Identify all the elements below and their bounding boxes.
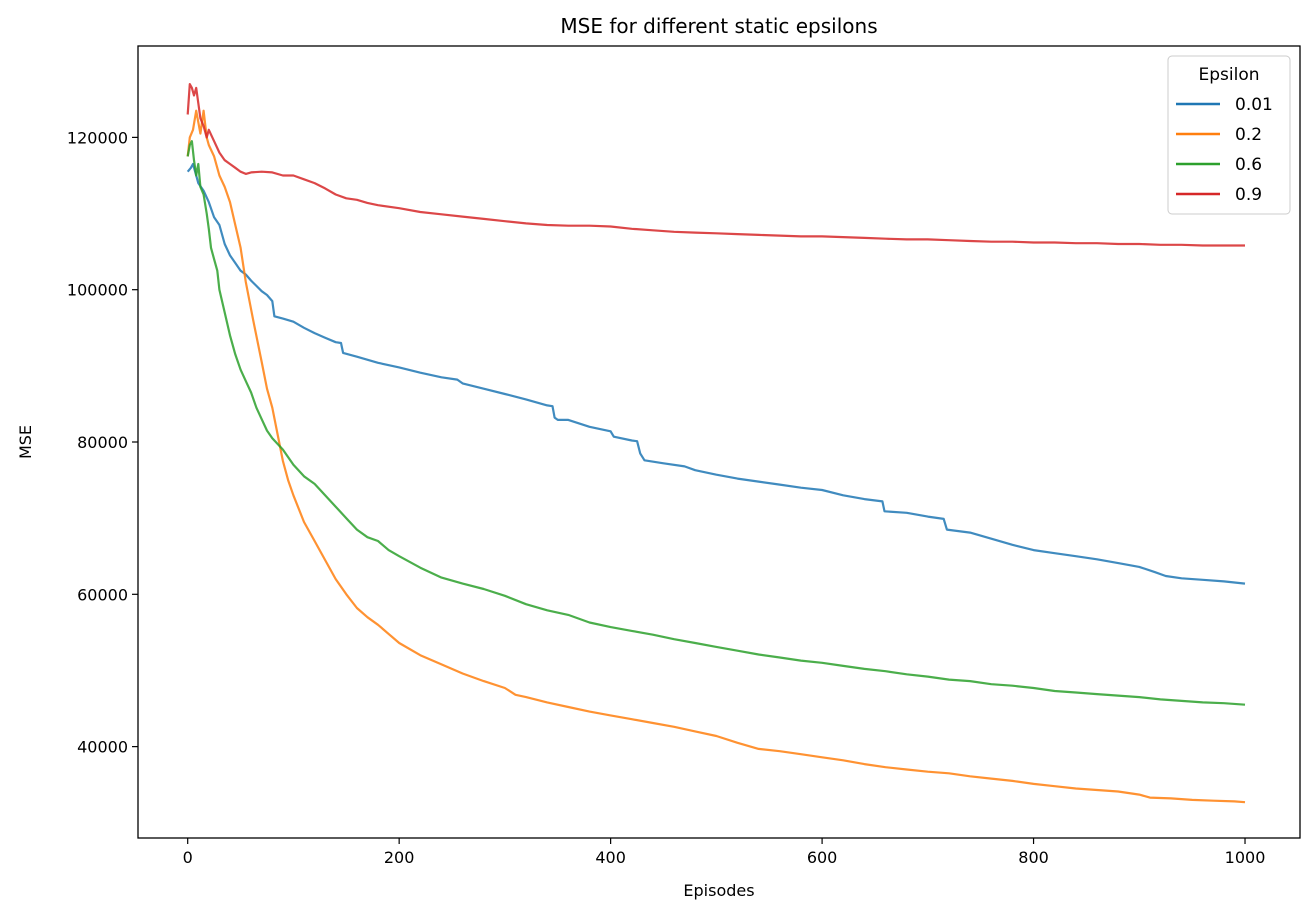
x-tick-label-4: 800 [1018,848,1049,867]
series-line-2 [186,140,1246,706]
y-axis-ticks: 40000 60000 80000 100000 120000 [67,128,138,757]
series-line-3 [186,83,1245,247]
y-tick-label-2: 80000 [77,433,128,452]
series-line-0 [186,162,1246,585]
y-axis-label: MSE [16,425,35,459]
legend-box [1167,55,1291,215]
legend: Epsilon 0.01 0.2 0.6 0.9 [1167,55,1291,215]
series-lines [186,83,1246,804]
legend-label-2: 0.6 [1235,155,1262,175]
x-tick-label-0: 0 [183,848,193,867]
x-axis-label: Episodes [683,881,754,900]
y-tick-label-0: 40000 [77,738,128,757]
x-tick-label-1: 200 [384,848,415,867]
y-tick-label-3: 100000 [67,281,128,300]
y-tick-label-4: 120000 [67,128,128,147]
x-tick-label-2: 400 [595,848,626,867]
y-tick-label-1: 60000 [77,585,128,604]
legend-label-3: 0.9 [1235,185,1262,205]
legend-title: Epsilon [1198,65,1259,85]
chart-title: MSE for different static epsilons [560,14,877,38]
legend-label-1: 0.2 [1235,125,1262,145]
legend-label-0: 0.01 [1235,95,1273,115]
x-tick-label-3: 600 [807,848,838,867]
x-axis-ticks: 0 200 400 600 800 1000 [183,838,1266,867]
x-tick-label-5: 1000 [1225,848,1266,867]
series-line-1 [186,109,1246,804]
